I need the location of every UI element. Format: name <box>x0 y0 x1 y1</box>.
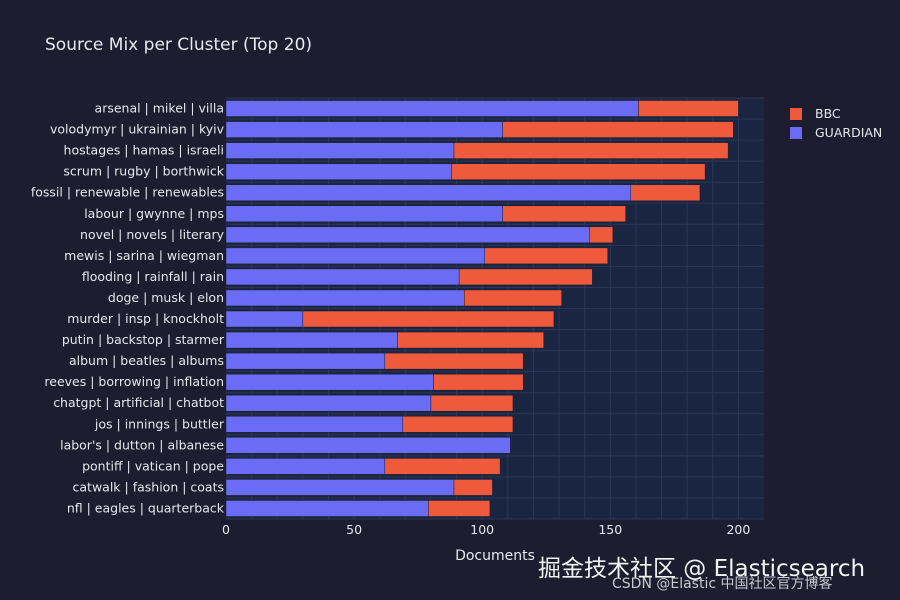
x-tick-label: 50 <box>346 522 362 537</box>
bar-guardian <box>225 352 386 370</box>
x-tick-label: 150 <box>598 522 622 537</box>
bar-guardian <box>225 268 460 286</box>
legend-label-guardian[interactable]: GUARDIAN <box>815 125 882 140</box>
category-label: fossil | renewable | renewables <box>31 185 224 200</box>
x-tick-label: 200 <box>726 522 750 537</box>
bar-bbc <box>384 458 501 475</box>
bar-bbc <box>453 142 729 159</box>
bar-guardian <box>225 373 434 391</box>
category-label: volodymyr | ukrainian | kyiv <box>50 122 225 137</box>
category-labels: arsenal | mikel | villa volodymyr | ukrai… <box>31 101 225 516</box>
bar-guardian <box>225 205 503 223</box>
category-label: pontiff | vatican | pope <box>82 458 224 473</box>
category-label: murder | insp | knockholt <box>67 311 224 326</box>
category-label: labor's | dutton | albanese <box>60 437 224 452</box>
legend-label-bbc[interactable]: BBC <box>815 106 841 121</box>
category-label: catwalk | fashion | coats <box>73 479 224 494</box>
bar-guardian <box>225 500 429 517</box>
category-label: flooding | rainfall | rain <box>82 269 224 284</box>
category-label: nfl | eagles | quarterback <box>67 500 225 515</box>
chart-title: Source Mix per Cluster (Top 20) <box>45 35 312 55</box>
category-label: chatgpt | artificial | chatbot <box>53 395 224 410</box>
x-axis-title: Documents <box>455 548 535 564</box>
bar-guardian <box>225 310 304 328</box>
bar-guardian <box>225 458 386 475</box>
bar-guardian <box>225 479 455 496</box>
bar-bbc <box>502 121 734 138</box>
bars <box>225 100 739 517</box>
bar-bbc <box>384 352 524 370</box>
bar-guardian <box>225 394 432 412</box>
bar-guardian <box>225 142 455 159</box>
category-label: doge | musk | elon <box>108 290 224 305</box>
category-label: album | beatles | albums <box>69 353 224 368</box>
bar-bbc <box>430 394 514 412</box>
bar-guardian <box>225 247 486 265</box>
x-tick-label: 100 <box>470 522 494 537</box>
x-tick-labels: 0 50 100 150 200 <box>222 522 750 537</box>
category-label: arsenal | mikel | villa <box>95 101 224 116</box>
bar-guardian <box>225 416 404 433</box>
bar-bbc <box>397 331 544 349</box>
bar-bbc <box>451 163 706 180</box>
gridlines <box>226 97 764 520</box>
bar-bbc <box>302 310 555 328</box>
bar-bbc <box>458 268 593 286</box>
category-label: labour | gwynne | mps <box>84 206 224 221</box>
bar-guardian <box>225 289 465 307</box>
x-tick-label: 0 <box>222 522 230 537</box>
bar-guardian <box>225 331 398 349</box>
category-label: mewis | sarina | wiegman <box>64 248 224 263</box>
bar-bbc <box>464 289 562 307</box>
bar-bbc <box>638 100 739 117</box>
category-label: jos | innings | buttler <box>94 416 225 431</box>
bar-guardian <box>225 163 452 180</box>
category-label: scrum | rugby | borthwick <box>63 164 224 179</box>
bar-bbc <box>453 479 493 496</box>
bar-bbc <box>630 184 701 201</box>
bar-bbc <box>428 500 491 517</box>
bar-guardian <box>225 437 511 454</box>
legend[interactable]: BBC GUARDIAN <box>790 106 882 140</box>
bar-guardian <box>225 226 591 244</box>
watermark-line2: CSDN @Elastic 中国社区官方博客 <box>612 575 833 592</box>
category-label: hostages | hamas | israeli <box>64 143 224 158</box>
bar-bbc <box>402 416 514 433</box>
bar-guardian <box>225 100 639 117</box>
bar-guardian <box>225 184 632 201</box>
legend-swatch-bbc[interactable] <box>790 108 802 120</box>
category-label: reeves | borrowing | inflation <box>44 374 224 389</box>
category-label: putin | backstop | starmer <box>62 332 225 347</box>
legend-swatch-guardian[interactable] <box>790 127 802 139</box>
watermark-line1: 掘金技术社区 @ Elasticsearch <box>538 556 865 582</box>
bar-bbc <box>502 205 626 223</box>
bar-guardian <box>225 121 503 138</box>
category-label: novel | novels | literary <box>80 227 225 242</box>
bar-bbc <box>589 226 614 244</box>
bar-bbc <box>484 247 608 265</box>
bar-bbc <box>433 373 524 391</box>
